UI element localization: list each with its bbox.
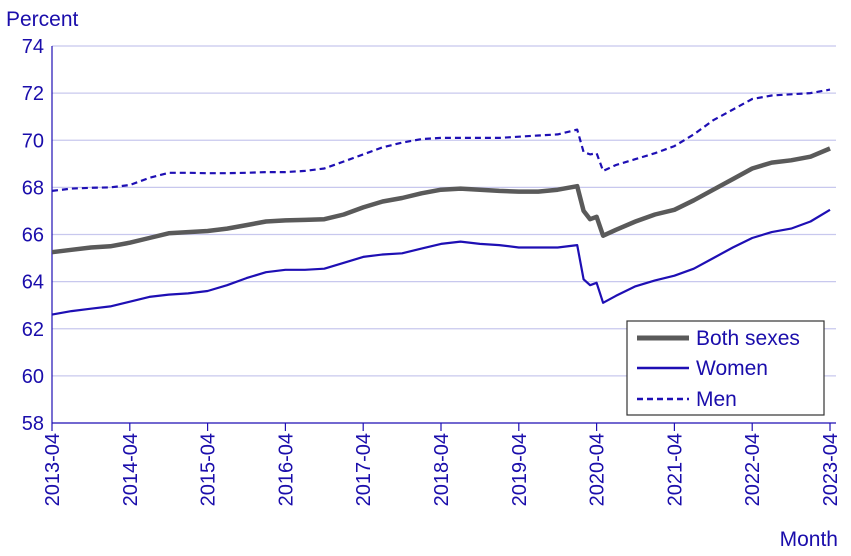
x-tick-label: 2019-04 bbox=[509, 433, 531, 506]
y-tick-label: 62 bbox=[22, 319, 44, 341]
y-tick-label: 74 bbox=[22, 36, 44, 58]
y-tick-label: 68 bbox=[22, 177, 44, 199]
y-tick-label: 72 bbox=[22, 83, 44, 105]
legend-label-both-sexes: Both sexes bbox=[696, 327, 800, 350]
legend: Both sexes Women Men bbox=[626, 320, 825, 416]
y-tick-label: 64 bbox=[22, 272, 44, 294]
y-tick-label: 58 bbox=[22, 413, 44, 435]
x-tick-label: 2018-04 bbox=[431, 433, 453, 506]
x-tick-label: 2014-04 bbox=[120, 433, 142, 506]
y-axis-ticks: 58 60 62 64 66 68 70 72 74 bbox=[22, 36, 44, 435]
x-axis-title: Month bbox=[780, 528, 838, 551]
x-tick-label: 2022-04 bbox=[742, 433, 764, 506]
series-line-women bbox=[51, 208, 831, 316]
y-axis-title: Percent bbox=[6, 8, 79, 31]
x-tick-label: 2017-04 bbox=[353, 433, 375, 506]
series-line-both-sexes bbox=[51, 146, 831, 255]
x-tick-label: 2015-04 bbox=[198, 433, 220, 506]
series-line-men bbox=[51, 88, 831, 192]
y-tick-label: 66 bbox=[22, 225, 44, 247]
x-tick-label: 2016-04 bbox=[275, 433, 297, 506]
x-tick-label: 2021-04 bbox=[664, 433, 686, 506]
y-tick-label: 60 bbox=[22, 366, 44, 388]
legend-label-women: Women bbox=[696, 357, 768, 380]
y-tick-label: 70 bbox=[22, 130, 44, 152]
x-tick-label: 2013-04 bbox=[42, 433, 64, 506]
legend-label-men: Men bbox=[696, 388, 737, 411]
series-layer bbox=[51, 88, 831, 316]
x-tick-label: 2023-04 bbox=[820, 433, 842, 506]
x-tick-label: 2020-04 bbox=[587, 433, 609, 506]
x-axis-ticks: 2013-04 2014-04 2015-04 2016-04 2017-04 2018-… bbox=[42, 423, 842, 506]
